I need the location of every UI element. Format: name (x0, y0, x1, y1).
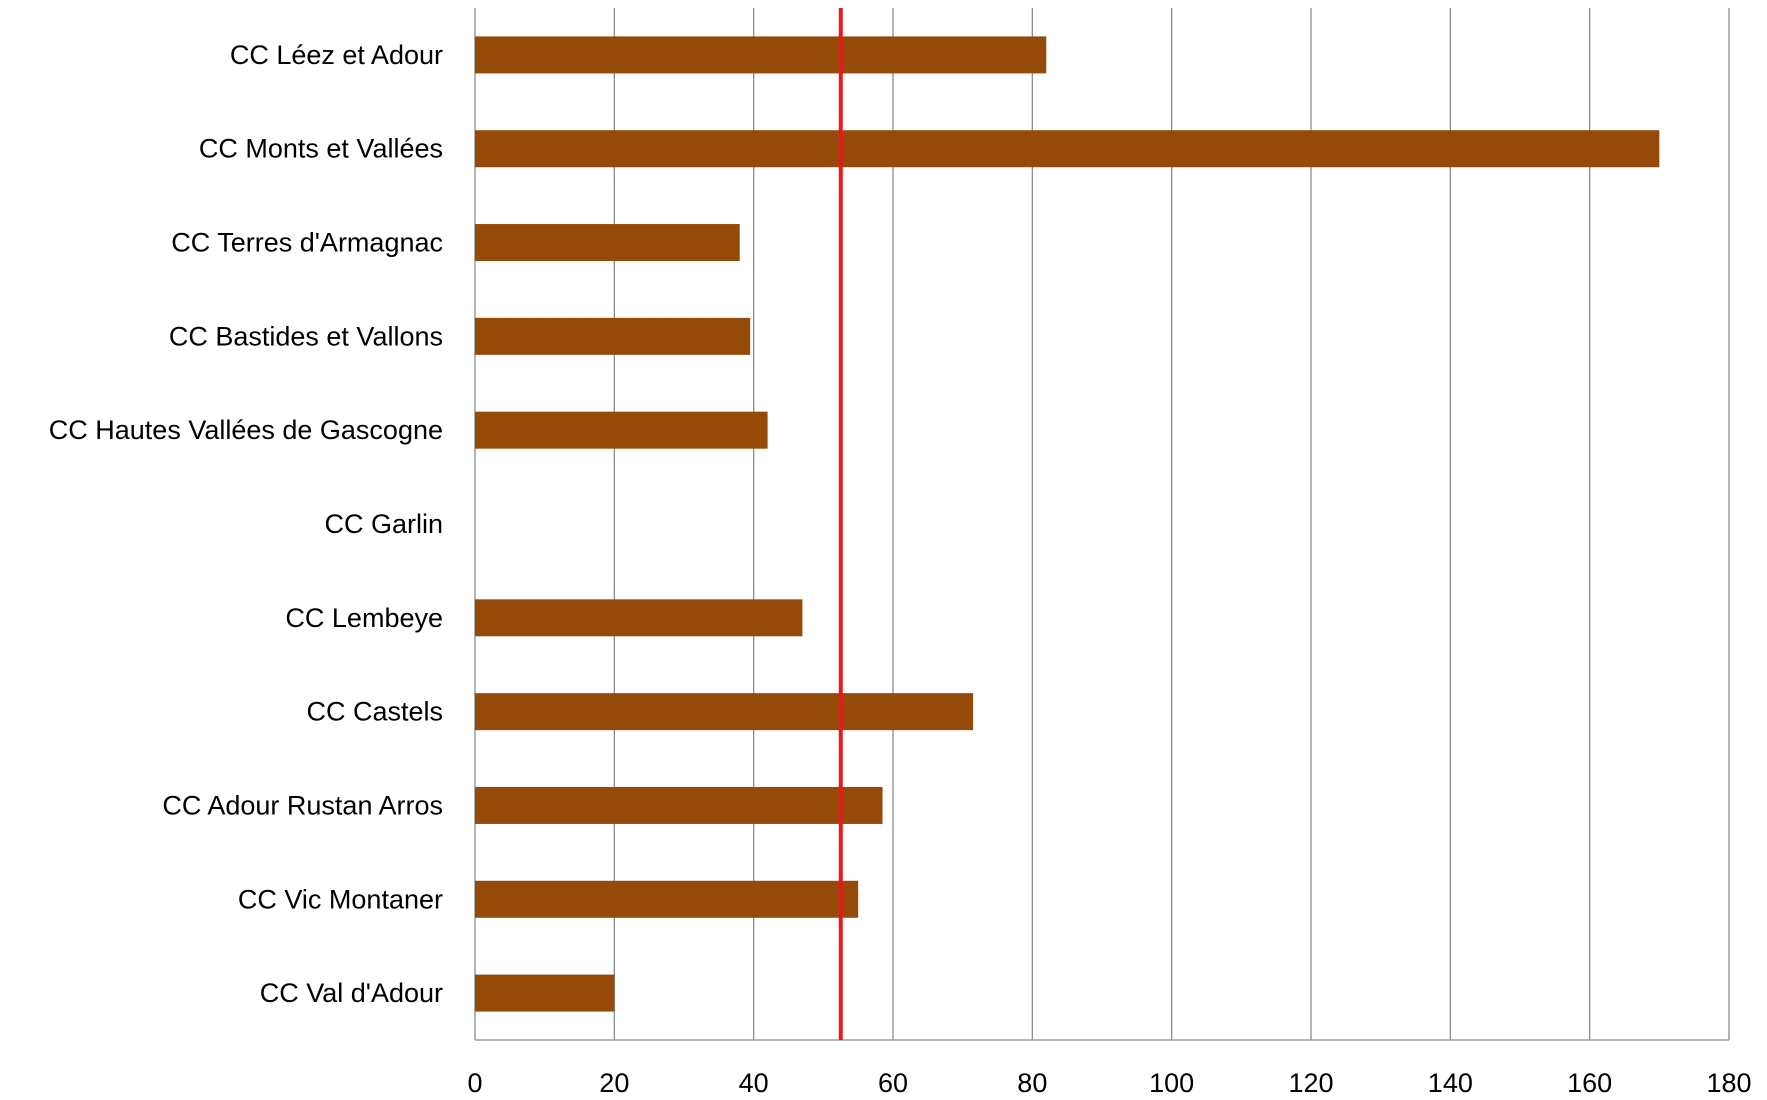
bar-9 (475, 880, 859, 918)
gridlines (474, 8, 1730, 1041)
x-tick-label-0: 0 (467, 1068, 482, 1098)
x-tick-label-60: 60 (878, 1068, 908, 1098)
category-label-5: CC Garlin (324, 509, 443, 539)
category-label-7: CC Castels (306, 697, 443, 727)
category-label-4: CC Hautes Vallées de Gascogne (49, 415, 443, 445)
bar-2 (475, 224, 740, 262)
x-tick-label-20: 20 (599, 1068, 629, 1098)
bar-10 (475, 974, 615, 1012)
bar-8 (475, 786, 883, 824)
category-label-6: CC Lembeye (285, 603, 443, 633)
bar-3 (475, 317, 751, 355)
x-tick-label-180: 180 (1706, 1068, 1751, 1098)
x-tick-labels: 0 20 40 60 80 100 120 140 160 180 (467, 1068, 1751, 1098)
category-label-10: CC Val d'Adour (260, 978, 443, 1008)
bar-0 (475, 36, 1047, 74)
x-tick-label-40: 40 (739, 1068, 769, 1098)
x-tick-label-160: 160 (1567, 1068, 1612, 1098)
category-label-2: CC Terres d'Armagnac (171, 228, 443, 258)
category-label-0: CC Léez et Adour (230, 40, 443, 70)
category-labels: CC Léez et Adour CC Monts et Vallées CC Te… (49, 40, 443, 1008)
x-tick-label-100: 100 (1149, 1068, 1194, 1098)
bar-6 (475, 599, 803, 637)
category-label-9: CC Vic Montaner (238, 884, 443, 914)
bar-4 (475, 411, 768, 449)
x-tick-label-140: 140 (1428, 1068, 1473, 1098)
category-label-3: CC Bastides et Vallons (169, 321, 443, 351)
bar-7 (475, 693, 974, 731)
bars (475, 36, 1660, 1012)
x-tick-label-80: 80 (1017, 1068, 1047, 1098)
bar-1 (475, 130, 1660, 168)
x-tick-label-120: 120 (1288, 1068, 1333, 1098)
category-label-8: CC Adour Rustan Arros (162, 790, 443, 820)
category-label-1: CC Monts et Vallées (199, 134, 443, 164)
